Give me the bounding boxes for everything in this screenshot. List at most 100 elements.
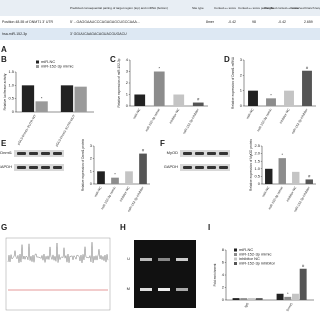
y-tick-label: 1 (126, 92, 129, 97)
bar (240, 298, 248, 300)
bar (266, 98, 276, 106)
bar (299, 268, 307, 300)
y-tick-label: 2 (90, 156, 93, 161)
bar (302, 70, 312, 106)
y-tick-label: 0 (240, 103, 243, 108)
legend-label: miR-152-3p inhibitor (239, 261, 276, 266)
table-header: Context++ score percentile (238, 6, 274, 10)
panel-letter: B (1, 55, 7, 64)
table-cell: -0.42 (228, 20, 236, 24)
gel-band (140, 258, 152, 261)
y-tick-label: 2 (222, 285, 225, 290)
blot-label: GAPDH (0, 164, 12, 169)
y-tick-label: 8 (222, 247, 225, 252)
plot-frame (5, 237, 111, 311)
y-tick-label: 2 (240, 72, 243, 77)
x-tick-label: miR-NC (93, 185, 102, 197)
x-tick-label: miR-NC (245, 107, 254, 119)
x-tick-label: miR-152-3p inhibitor (182, 107, 200, 135)
annotation: * (114, 172, 116, 177)
panel-letter: D (224, 55, 230, 64)
y-axis-label: Relative expression of Dnmt1 protein (81, 139, 85, 191)
blot-label: GAPDH (164, 164, 178, 169)
x-tick-label: inhibitor NC (279, 107, 291, 124)
legend-swatch (36, 60, 39, 64)
blot-band (207, 166, 216, 169)
bar (255, 298, 263, 300)
annotation: # (306, 65, 309, 70)
y-axis-label: Relative expression of MyOD protein (249, 139, 253, 191)
blot-band (195, 166, 204, 169)
gel-band (176, 288, 188, 291)
blot-band (183, 152, 192, 155)
annotation: # (142, 148, 145, 153)
blot-membrane (180, 164, 230, 171)
x-tick-label: miR-152-3p inhibitor (291, 107, 309, 135)
x-tick-label: inhibitor NC (286, 185, 298, 202)
annotation: # (197, 97, 200, 102)
bar (139, 153, 147, 184)
y-tick-label: 0 (222, 297, 225, 302)
blot-label: MyOD (167, 150, 178, 155)
bar (276, 293, 284, 300)
bar (192, 102, 204, 106)
bar (60, 85, 74, 112)
bar (292, 293, 299, 300)
bar (284, 296, 292, 300)
y-tick-label: 0 (90, 181, 93, 186)
blot-band (219, 152, 228, 155)
gel-band (158, 258, 170, 261)
y-tick-label: 2 (126, 80, 129, 85)
panel-letter: C (110, 55, 116, 64)
table-header: Site type (192, 6, 204, 10)
blot-band (17, 166, 26, 169)
y-tick-label: 1 (240, 88, 243, 93)
y-tick-label: 6 (222, 260, 225, 265)
table-cell: Position 48-55 of DNMT1 3' UTR (2, 20, 54, 24)
y-tick-label: 3 (240, 57, 243, 62)
bar (278, 158, 286, 184)
y-axis-label: Relative expression of Dnmt1 mRNA (231, 56, 235, 109)
blot-label: Dnmt1 (0, 150, 13, 155)
table-header: Weighted context++ score (264, 6, 299, 10)
gel-lane-label: M (127, 286, 130, 291)
x-tick-label: miR-152-3p mimic (100, 186, 117, 211)
legend-label: miR-NC (239, 247, 253, 252)
table-cell: -0.42 (278, 20, 286, 24)
y-tick-label: 0 (12, 109, 15, 114)
x-tick-label: pGL3-Dnmt1-3'UTR-MUT (55, 114, 77, 147)
legend-label: miR-152-3p mimic (41, 64, 73, 69)
annotation: * (281, 152, 283, 157)
gel-lane-label: U (127, 256, 130, 261)
annotation: * (270, 92, 272, 97)
bar (97, 171, 105, 184)
x-tick-label: miR-NC (261, 185, 270, 197)
annotation: * (158, 66, 160, 71)
y-tick-label: 1.0 (254, 166, 260, 171)
table-cell: hsa-miR-152-3p (2, 32, 27, 36)
bar (125, 171, 133, 184)
table-cell: 8mer (206, 20, 215, 24)
blot-band (41, 152, 50, 155)
table-header-bg (0, 0, 320, 16)
legend-swatch (234, 248, 237, 252)
panel-letter: F (160, 139, 165, 148)
bar (248, 90, 258, 106)
blot-band (29, 152, 38, 155)
bar (153, 71, 165, 106)
x-tick-label: miR-NC (132, 107, 141, 119)
table-cell: 98 (252, 20, 256, 24)
gel-band (140, 288, 152, 291)
blot-band (219, 166, 228, 169)
y-tick-label: 1.0 (8, 82, 14, 87)
y-tick-label: 1 (90, 168, 93, 173)
blot-band (53, 152, 62, 155)
y-tick-label: 1.5 (8, 69, 14, 74)
panel-letter: E (1, 139, 7, 148)
x-tick-label: miR-152-3p mimic (256, 108, 273, 133)
bar (21, 85, 35, 112)
x-tick-label: pGL3-Dnmt1-3'UTR-WT (16, 114, 37, 146)
y-tick-label: 4 (126, 57, 129, 62)
y-tick-label: 0 (258, 181, 261, 186)
bar (134, 94, 146, 106)
